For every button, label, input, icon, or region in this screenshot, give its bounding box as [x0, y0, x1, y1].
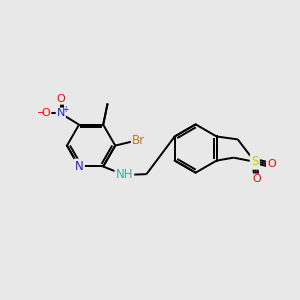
Text: N: N	[75, 160, 83, 173]
Text: O: O	[252, 174, 261, 184]
Text: O: O	[267, 159, 276, 169]
Text: N: N	[57, 109, 65, 118]
Text: S: S	[251, 155, 259, 168]
Text: +: +	[62, 105, 68, 114]
Text: O: O	[56, 94, 65, 104]
Text: NH: NH	[116, 168, 133, 181]
Text: O: O	[42, 109, 50, 118]
Text: −: −	[37, 109, 45, 118]
Text: Br: Br	[132, 134, 146, 147]
